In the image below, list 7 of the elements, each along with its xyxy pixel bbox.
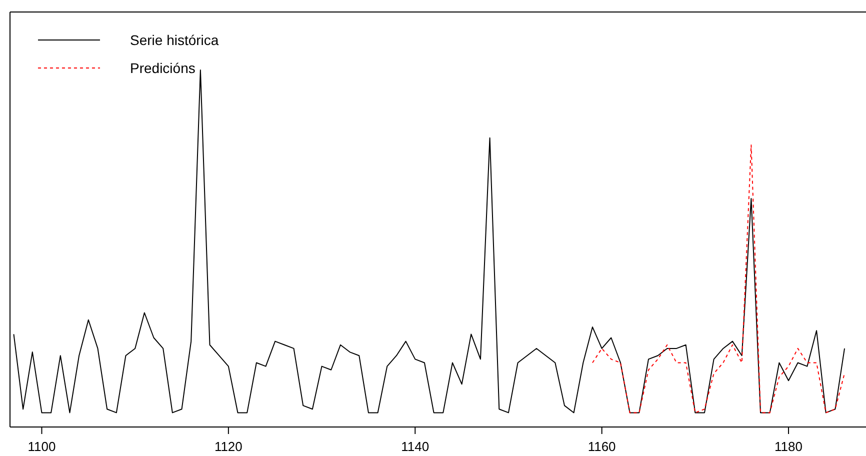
- x-tick-label: 1120: [214, 439, 242, 454]
- x-tick-label: 1140: [401, 439, 430, 454]
- legend-label: Serie histórica: [130, 32, 219, 48]
- x-tick-label: 1100: [28, 439, 56, 454]
- x-tick-label: 1180: [774, 439, 803, 454]
- legend-label: Predicións: [130, 60, 196, 76]
- x-tick-label: 1160: [588, 439, 616, 454]
